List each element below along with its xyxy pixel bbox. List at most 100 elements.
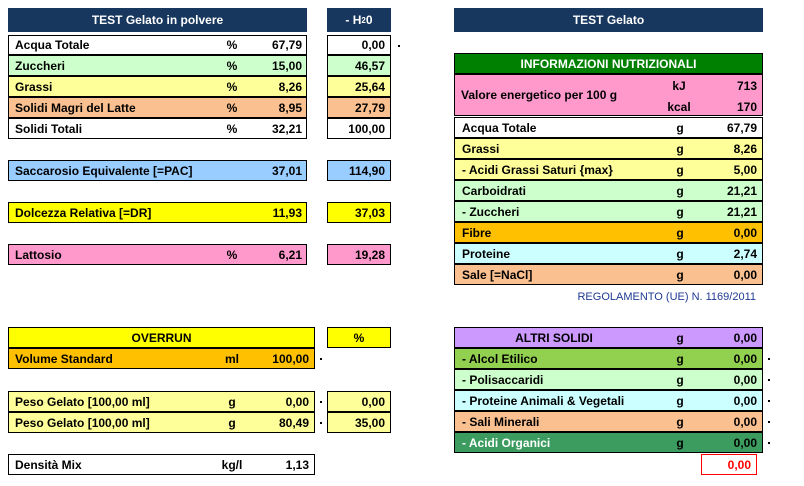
altri-solidi-label: ALTRI SOLIDI — [515, 330, 593, 345]
altri-solidi-unit: g — [676, 330, 684, 345]
h2o-value-grassi: 25,64 — [327, 76, 391, 97]
nutri-value-proteine: 2,74 — [733, 246, 757, 261]
nutri-value-sale: 0,00 — [733, 267, 757, 282]
nutri-unit-fibre: g — [676, 225, 684, 240]
row-peso-gelato-1: Peso Gelato [100,00 ml] — [8, 391, 315, 412]
altri-row-acidi — [454, 432, 763, 453]
value-zuccheri: 15,00 — [271, 58, 302, 73]
value-densita: 1,13 — [285, 457, 309, 472]
marker-dot — [320, 401, 322, 403]
nutri-unit-zuccheri: g — [676, 204, 684, 219]
h2o-header-text: - H — [345, 13, 362, 27]
h2o-value-solidi-magri: 27,79 — [327, 97, 391, 118]
unit-grassi: % — [226, 79, 238, 94]
pct-peso-1: 0,00 — [327, 391, 391, 412]
h2o-value-dr: 37,03 — [327, 202, 391, 223]
row-peso-gelato-2: Peso Gelato [100,00 ml] — [8, 412, 315, 433]
nutri-label-carboidrati: Carboidrati — [462, 183, 527, 198]
overrun-header: OVERRUN — [8, 327, 315, 348]
nutri-row-proteine — [454, 243, 763, 264]
altri-row-sali — [454, 411, 763, 432]
nutri-value-acidi-grassi: 5,00 — [733, 162, 757, 177]
row-acqua-totale — [8, 35, 307, 55]
label-densita: Densità Mix — [15, 457, 82, 472]
marker-dot — [768, 379, 770, 381]
pct-peso-2: 35,00 — [327, 412, 391, 433]
marker-dot — [320, 358, 322, 360]
value-kcal: 170 — [736, 99, 757, 114]
altri-value-polisaccaridi: 0,00 — [733, 372, 757, 387]
value-grassi: 8,26 — [278, 79, 302, 94]
nutri-row-zuccheri — [454, 201, 763, 222]
unit-acqua: % — [226, 38, 238, 52]
value-acqua: 67,79 — [271, 38, 302, 52]
label-energia: Valore energetico per 100 g — [461, 88, 618, 102]
nutri-row-acqua — [454, 117, 763, 138]
h2o-value-lattosio: 19,28 — [327, 244, 391, 265]
nutri-label-grassi: Grassi — [462, 141, 500, 156]
row-grassi — [8, 76, 307, 97]
unit-zuccheri: % — [226, 58, 238, 73]
altri-label-acidi: - Acidi Organici — [462, 435, 551, 450]
altri-unit-acidi: g — [676, 435, 684, 450]
h2o-value-solidi-totali: 100,00 — [327, 118, 391, 139]
altri-label-proteine: - Proteine Animali & Vegetali — [462, 393, 625, 408]
label-peso-2: Peso Gelato [100,00 ml] — [15, 415, 150, 430]
h2o-value-zuccheri: 46,57 — [327, 55, 391, 76]
nutri-label-sale: Sale [=NaCl] — [462, 267, 533, 282]
altri-solidi-header — [454, 327, 763, 348]
regulation-note: REGOLAMENTO (UE) N. 1169/2011 — [577, 291, 756, 303]
h2o-header-tail: 0 — [365, 13, 373, 27]
nutri-label-zuccheri: - Zuccheri — [462, 204, 520, 219]
label-lattosio: Lattosio — [15, 247, 62, 262]
altri-solidi-total: 0,00 — [701, 454, 757, 475]
h2o-value-pac: 114,90 — [327, 160, 391, 181]
nutri-unit-proteine: g — [676, 246, 684, 261]
marker-dot — [768, 421, 770, 423]
value-peso-2: 80,49 — [278, 415, 309, 430]
unit-lattosio: % — [226, 247, 238, 262]
label-volume: Volume Standard — [15, 351, 113, 366]
row-densita-mix: Densità Mix — [8, 454, 315, 475]
unit-volume: ml — [224, 351, 239, 366]
label-pac: Saccarosio Equivalente [=PAC] — [15, 163, 193, 178]
nutri-unit-grassi: g — [676, 141, 684, 156]
row-volume-standard: Volume Standard — [8, 348, 315, 369]
h2o-value-acqua: 0,00 — [327, 35, 391, 55]
nutri-row-grassi — [454, 138, 763, 159]
nutri-label-proteine: Proteine — [462, 246, 511, 261]
row-zuccheri — [8, 55, 307, 76]
left-header-text: TEST Gelato in polvere — [91, 13, 224, 27]
overrun-pct: % — [353, 330, 365, 345]
nutri-label-acqua: Acqua Totale — [462, 120, 537, 135]
right-header-text: TEST Gelato — [572, 13, 645, 27]
info-nutrizionali-title: INFORMAZIONI NUTRIZIONALI — [520, 56, 697, 71]
overrun-label: OVERRUN — [131, 330, 192, 345]
unit-kcal: kcal — [667, 99, 691, 114]
nutri-row-acidi-grassi — [454, 159, 763, 180]
altri-row-polisaccaridi — [454, 369, 763, 390]
nutri-unit-acqua: g — [676, 120, 684, 135]
altri-value-sali: 0,00 — [733, 414, 757, 429]
unit-solidi-magri: % — [226, 100, 238, 115]
nutri-unit-carboidrati: g — [676, 183, 684, 198]
label-solidi-totali: Solidi Totali — [15, 121, 83, 136]
info-nutrizionali-header: INFORMAZIONI NUTRIZIONALI — [454, 53, 763, 74]
altri-value-proteine: 0,00 — [733, 393, 757, 408]
marker-dot — [320, 422, 322, 424]
altri-unit-proteine: g — [676, 393, 684, 408]
label-zuccheri: Zuccheri — [15, 58, 66, 73]
nutri-unit-sale: g — [676, 267, 684, 282]
marker-dot — [768, 442, 770, 444]
label-peso-1: Peso Gelato [100,00 ml] — [15, 394, 150, 409]
row-pac: Saccarosio Equivalente [=PAC] — [8, 160, 307, 181]
overrun-pct-header: % — [327, 327, 391, 348]
nutri-label-acidi-grassi: - Acidi Grassi Saturi {max} — [462, 162, 613, 177]
unit-kj: kJ — [672, 78, 686, 93]
unit-densita: kg/l — [221, 457, 243, 472]
nutri-label-fibre: Fibre — [462, 225, 492, 240]
altri-unit-polisaccaridi: g — [676, 372, 684, 387]
nutri-value-grassi: 8,26 — [733, 141, 757, 156]
altri-unit-alcol: g — [676, 351, 684, 366]
nutri-value-fibre: 0,00 — [733, 225, 757, 240]
